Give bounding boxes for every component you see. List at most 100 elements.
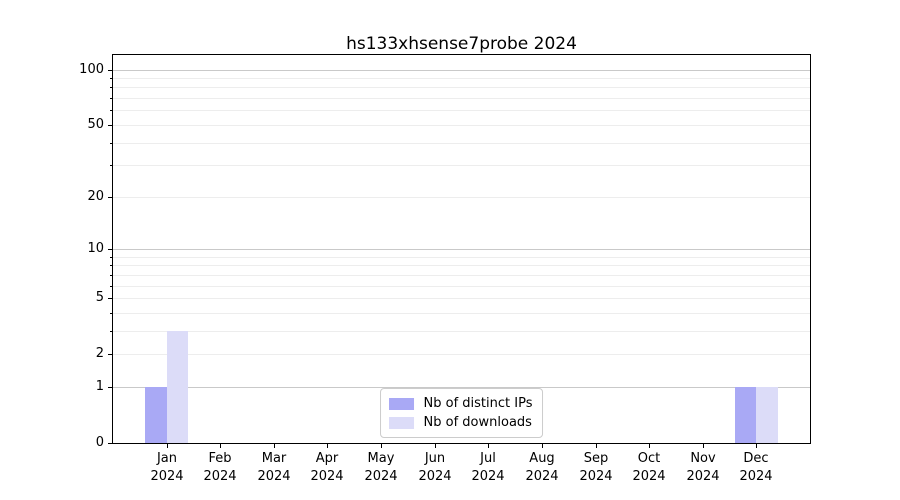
x-tick-mark (167, 444, 168, 448)
y-gridline-minor (113, 98, 810, 99)
y-tick-label: 10 (87, 241, 104, 256)
y-tick-mark (108, 70, 112, 71)
y-tick-label: 50 (87, 117, 104, 132)
x-tick-year: 2024 (418, 469, 452, 484)
y-gridline-minor (113, 110, 810, 111)
y-gridline-minor (113, 78, 810, 79)
legend-swatch (388, 397, 414, 410)
y-tick-mark-minor (110, 257, 112, 258)
x-tick-month: Apr (315, 451, 339, 466)
x-tick-label: Jan 2024 (150, 450, 183, 486)
legend-label: Nb of downloads (423, 415, 532, 430)
y-tick-label: 20 (87, 189, 104, 204)
y-tick-label: 0 (95, 435, 104, 450)
x-tick-label: Mar 2024 (257, 450, 290, 486)
legend-entry: Nb of downloads (388, 413, 533, 432)
y-gridline-minor (113, 125, 810, 126)
x-tick-year: 2024 (257, 469, 291, 484)
chart-title: hs133xhsense7probe 2024 (346, 34, 577, 54)
x-tick-year: 2024 (364, 469, 398, 484)
y-gridline-minor (113, 331, 810, 332)
x-tick-label: Aug 2024 (525, 450, 558, 486)
y-tick-mark-minor (110, 78, 112, 79)
y-gridline-minor (113, 265, 810, 266)
x-tick-month: Jul (480, 451, 496, 466)
y-tick-label: 5 (95, 290, 104, 305)
y-tick-mark-minor (110, 265, 112, 266)
legend-swatch (388, 416, 414, 429)
y-gridline-major (113, 70, 810, 71)
bar-downloads (756, 386, 778, 443)
y-gridline-minor (113, 286, 810, 287)
x-tick-year: 2024 (579, 469, 613, 484)
y-tick-mark-minor (110, 165, 112, 166)
y-gridline-major (113, 387, 810, 388)
y-tick-mark-minor (110, 275, 112, 276)
y-tick-mark (108, 125, 112, 126)
y-tick-label: 100 (79, 62, 104, 77)
y-tick-mark-minor (110, 98, 112, 99)
legend-label: Nb of distinct IPs (423, 396, 533, 411)
y-tick-label: 1 (95, 379, 104, 394)
x-tick-mark (649, 444, 650, 448)
x-tick-month: May (367, 451, 395, 466)
y-tick-mark-minor (110, 286, 112, 287)
x-tick-label: Jul 2024 (471, 450, 504, 486)
x-tick-year: 2024 (310, 469, 344, 484)
x-tick-mark (488, 444, 489, 448)
y-tick-mark-minor (110, 331, 112, 332)
y-tick-mark (108, 387, 112, 388)
y-gridline-minor (113, 165, 810, 166)
x-tick-label: Sep 2024 (579, 450, 612, 486)
plot-area: Nb of distinct IPs Nb of downloads (112, 54, 811, 444)
x-tick-mark (381, 444, 382, 448)
x-tick-mark (435, 444, 436, 448)
y-tick-mark (108, 443, 112, 444)
x-tick-label: Dec 2024 (739, 450, 772, 486)
y-tick-mark-minor (110, 110, 112, 111)
y-tick-mark (108, 249, 112, 250)
y-tick-mark (108, 298, 112, 299)
bar-distinct-ips (734, 386, 757, 443)
y-gridline-minor (113, 143, 810, 144)
x-tick-month: Nov (690, 451, 716, 466)
x-tick-year: 2024 (203, 469, 237, 484)
x-tick-mark (220, 444, 221, 448)
y-gridline-minor (113, 197, 810, 198)
legend: Nb of distinct IPs Nb of downloads (379, 388, 544, 438)
bar-distinct-ips (145, 386, 167, 443)
x-tick-mark (542, 444, 543, 448)
x-tick-label: Feb 2024 (203, 450, 236, 486)
x-tick-year: 2024 (471, 469, 505, 484)
x-tick-mark (274, 444, 275, 448)
y-gridline-minor (113, 275, 810, 276)
x-tick-month: Aug (529, 451, 555, 466)
x-tick-year: 2024 (525, 469, 559, 484)
x-tick-mark (756, 444, 757, 448)
y-tick-mark (108, 197, 112, 198)
x-tick-label: Oct 2024 (632, 450, 665, 486)
x-tick-year: 2024 (739, 469, 773, 484)
x-tick-label: May 2024 (364, 450, 397, 486)
x-tick-mark (327, 444, 328, 448)
y-tick-label: 2 (95, 346, 104, 361)
x-tick-label: Apr 2024 (310, 450, 343, 486)
y-tick-mark (108, 354, 112, 355)
x-tick-month: Oct (637, 451, 661, 466)
x-tick-month: Dec (743, 451, 769, 466)
y-gridline-minor (113, 257, 810, 258)
y-gridline-major (113, 249, 810, 250)
x-tick-year: 2024 (632, 469, 666, 484)
y-gridline-minor (113, 87, 810, 88)
legend-entry: Nb of distinct IPs (388, 394, 533, 413)
x-tick-label: Nov 2024 (686, 450, 719, 486)
y-gridline-minor (113, 298, 810, 299)
x-tick-year: 2024 (150, 469, 184, 484)
y-gridline-minor (113, 313, 810, 314)
x-tick-month: Sep (583, 451, 609, 466)
x-tick-label: Jun 2024 (418, 450, 451, 486)
x-tick-year: 2024 (686, 469, 720, 484)
x-tick-mark (703, 444, 704, 448)
bar-downloads (166, 330, 188, 443)
